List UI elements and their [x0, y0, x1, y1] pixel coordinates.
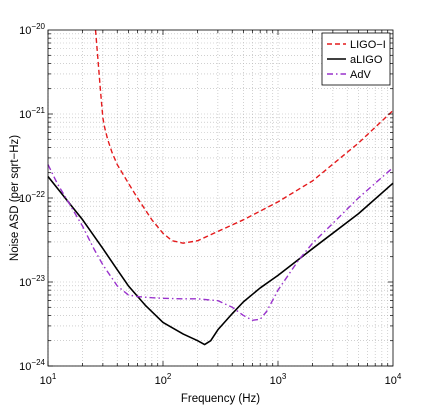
x-tick-label: 101	[40, 372, 57, 387]
y-tick-label: 10−23	[19, 274, 45, 289]
legend: LIGO−I aLIGO AdV	[321, 32, 391, 86]
series-line-ligo-i	[94, 29, 394, 244]
tick-labels: 101 102 103 104 10−24 10−23 10−22 10−21 10−20	[19, 22, 402, 387]
y-tick-label: 10−20	[19, 22, 45, 37]
series-line-aligo	[47, 176, 394, 346]
y-tick-label: 10−24	[19, 358, 45, 373]
legend-label: AdV	[350, 69, 371, 81]
series-lines	[47, 29, 394, 346]
legend-label: LIGO−I	[350, 39, 386, 51]
legend-label: aLIGO	[350, 54, 383, 66]
y-tick-label: 10−21	[19, 106, 45, 121]
x-tick-label: 104	[385, 372, 402, 387]
x-axis-label: Frequency (Hz)	[181, 393, 260, 405]
y-axis-label: Noise ASD (per sqrt−Hz)	[9, 135, 21, 261]
x-tick-label: 103	[270, 372, 287, 387]
y-tick-label: 10−22	[19, 190, 45, 205]
x-tick-label: 102	[155, 372, 172, 387]
axis-ticks	[47, 30, 393, 367]
series-line-adv	[47, 164, 394, 321]
grid	[47, 30, 393, 367]
